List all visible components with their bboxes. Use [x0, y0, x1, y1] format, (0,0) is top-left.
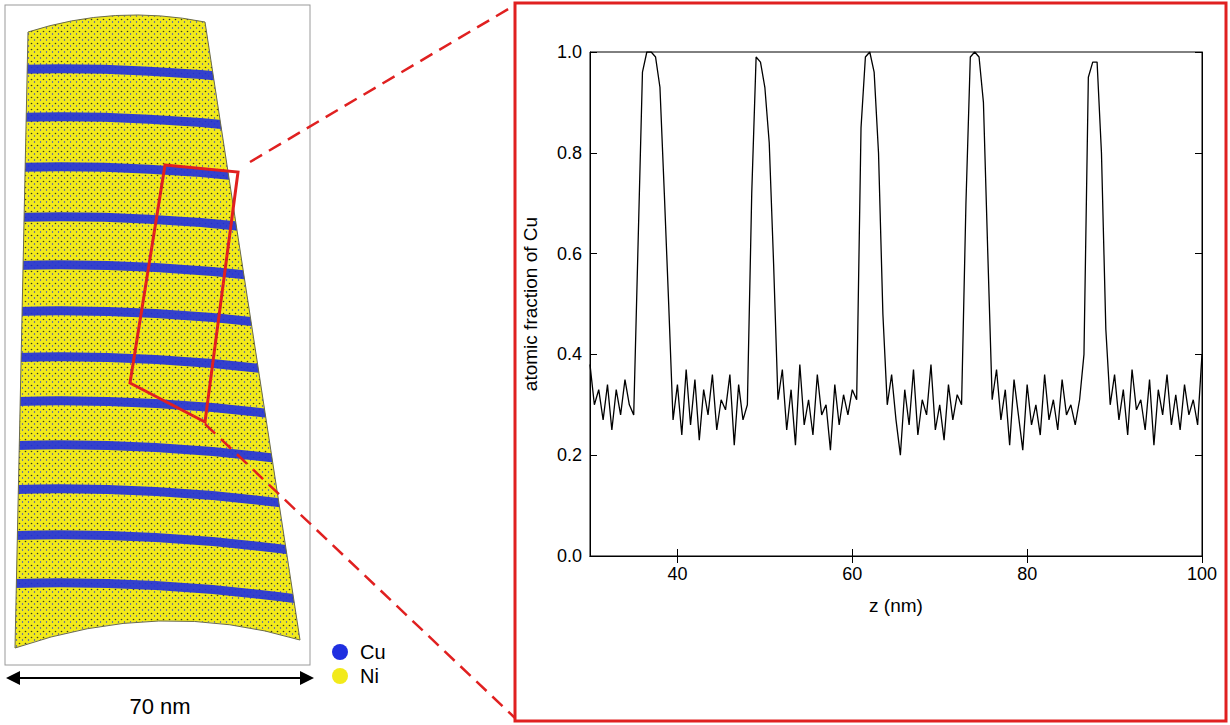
- svg-text:1.0: 1.0: [557, 42, 582, 62]
- svg-text:z (nm): z (nm): [869, 595, 923, 616]
- svg-text:0.0: 0.0: [557, 546, 582, 566]
- svg-text:0.2: 0.2: [557, 445, 582, 465]
- svg-text:40: 40: [667, 564, 687, 584]
- svg-text:0.4: 0.4: [557, 344, 582, 364]
- svg-text:80: 80: [1017, 564, 1037, 584]
- svg-text:atomic fraction of Cu: atomic fraction of Cu: [520, 217, 541, 391]
- svg-text:60: 60: [842, 564, 862, 584]
- svg-text:Ni: Ni: [360, 665, 379, 687]
- svg-text:0.6: 0.6: [557, 244, 582, 264]
- svg-text:100: 100: [1187, 564, 1217, 584]
- svg-text:Cu: Cu: [360, 641, 386, 663]
- svg-text:70 nm: 70 nm: [129, 694, 190, 719]
- svg-text:0.8: 0.8: [557, 143, 582, 163]
